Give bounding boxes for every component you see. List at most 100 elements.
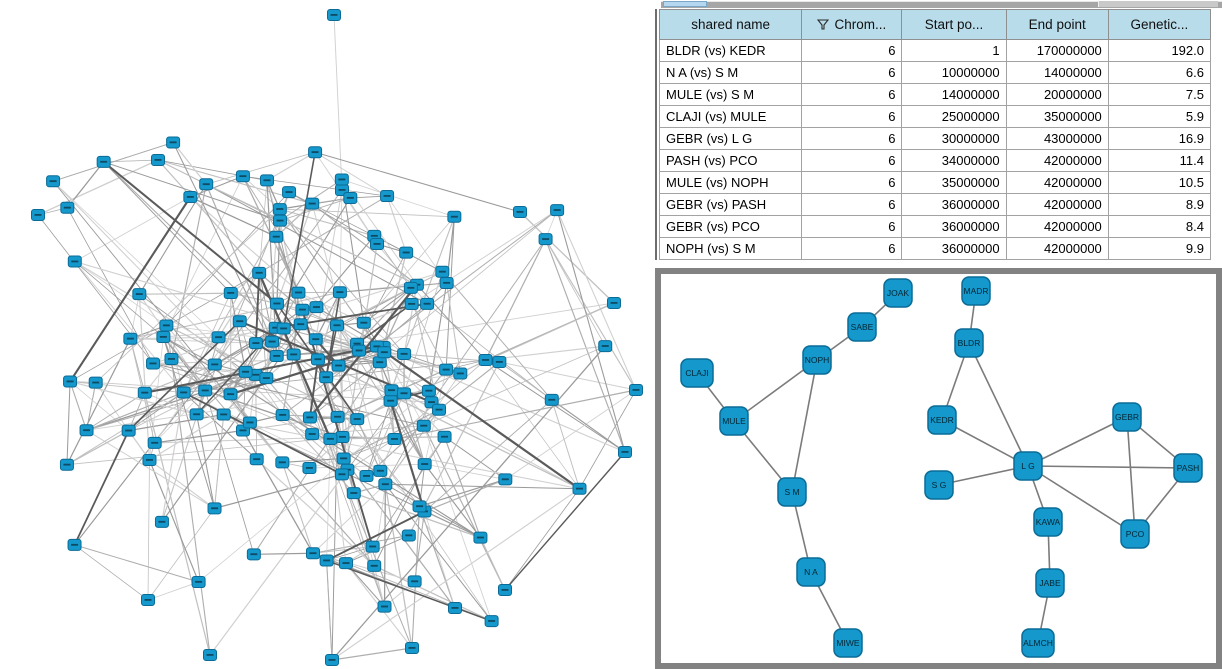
overview-node[interactable] bbox=[325, 654, 339, 666]
overview-node[interactable] bbox=[372, 356, 387, 369]
overview-node[interactable] bbox=[550, 204, 565, 217]
overview-node[interactable] bbox=[370, 238, 385, 251]
overview-node[interactable] bbox=[203, 649, 217, 661]
subnetwork-node-MIWE[interactable]: MIWE bbox=[833, 628, 863, 658]
overview-node[interactable] bbox=[302, 462, 317, 475]
column-header-endpoint[interactable]: End point bbox=[1005, 9, 1109, 40]
overview-node[interactable] bbox=[141, 594, 155, 606]
overview-node[interactable] bbox=[377, 346, 392, 359]
table-row[interactable]: CLAJI (vs) MULE 6 25000000 35000000 5.9 bbox=[658, 105, 1212, 128]
overview-node[interactable] bbox=[88, 376, 103, 389]
overview-node[interactable] bbox=[378, 478, 393, 491]
overview-node[interactable] bbox=[447, 210, 462, 223]
overview-node[interactable] bbox=[629, 384, 643, 396]
overview-node[interactable] bbox=[137, 386, 152, 399]
overview-node[interactable] bbox=[305, 197, 320, 210]
subnetwork-node-KAWA[interactable]: KAWA bbox=[1033, 507, 1063, 537]
overview-node[interactable] bbox=[383, 394, 398, 407]
overview-node[interactable] bbox=[123, 332, 138, 345]
overview-node[interactable] bbox=[352, 344, 367, 357]
subnetwork-node-SG[interactable]: S G bbox=[924, 470, 954, 500]
scrollbar-track[interactable] bbox=[661, 1, 1222, 8]
overview-node[interactable] bbox=[484, 615, 499, 628]
overview-node[interactable] bbox=[384, 384, 399, 397]
overview-node[interactable] bbox=[191, 575, 206, 588]
subnetwork-node-JABE[interactable]: JABE bbox=[1035, 568, 1065, 598]
subnetwork-node-JOAK[interactable]: JOAK bbox=[883, 278, 913, 308]
subnetwork-node-KEDR[interactable]: KEDR bbox=[927, 405, 957, 435]
subnetwork-node-MULE[interactable]: MULE bbox=[719, 406, 749, 436]
horizontal-scrollbar[interactable] bbox=[655, 0, 1222, 8]
overview-node[interactable] bbox=[60, 201, 75, 214]
overview-node[interactable] bbox=[211, 331, 226, 344]
subnetwork-node-SABE[interactable]: SABE bbox=[847, 312, 877, 342]
overview-node[interactable] bbox=[498, 473, 513, 486]
overview-node[interactable] bbox=[121, 424, 136, 437]
overview-node[interactable] bbox=[295, 303, 310, 316]
overview-node[interactable] bbox=[403, 281, 418, 294]
overview-node[interactable] bbox=[275, 456, 290, 469]
overview-node[interactable] bbox=[407, 575, 422, 588]
overview-node[interactable] bbox=[331, 359, 346, 372]
overview-node[interactable] bbox=[223, 388, 238, 401]
overview-node[interactable] bbox=[147, 436, 162, 449]
overview-node[interactable] bbox=[332, 286, 347, 299]
overview-node[interactable] bbox=[492, 356, 507, 369]
overview-node[interactable] bbox=[275, 408, 290, 421]
scrollbar-thumb[interactable] bbox=[1098, 1, 1218, 7]
overview-node[interactable] bbox=[79, 424, 94, 437]
overview-node[interactable] bbox=[401, 529, 416, 542]
main-network-view[interactable] bbox=[0, 0, 655, 669]
overview-node[interactable] bbox=[432, 403, 447, 416]
overview-node[interactable] bbox=[343, 191, 358, 204]
overview-node[interactable] bbox=[572, 482, 587, 495]
overview-node[interactable] bbox=[189, 408, 204, 421]
overview-node[interactable] bbox=[319, 554, 334, 567]
table-row[interactable]: N A (vs) S M 6 10000000 14000000 6.6 bbox=[658, 61, 1212, 84]
subnetwork-node-PCO[interactable]: PCO bbox=[1120, 519, 1150, 549]
overview-node[interactable] bbox=[198, 384, 213, 397]
overview-node[interactable] bbox=[59, 458, 74, 471]
table-row[interactable]: PASH (vs) PCO 6 34000000 42000000 11.4 bbox=[658, 149, 1212, 172]
overview-node[interactable] bbox=[265, 335, 280, 348]
overview-node[interactable] bbox=[96, 155, 111, 168]
overview-node[interactable] bbox=[417, 458, 432, 471]
overview-node[interactable] bbox=[269, 230, 284, 243]
overview-node[interactable] bbox=[282, 186, 297, 199]
overview-node[interactable] bbox=[302, 411, 317, 424]
overview-node[interactable] bbox=[305, 428, 320, 441]
subnetwork-node-PASH[interactable]: PASH bbox=[1173, 453, 1203, 483]
overview-node[interactable] bbox=[435, 265, 450, 278]
overview-node[interactable] bbox=[412, 500, 427, 513]
overview-node[interactable] bbox=[286, 348, 301, 361]
overview-node[interactable] bbox=[416, 419, 431, 432]
overview-node[interactable] bbox=[498, 584, 512, 596]
overview-node[interactable] bbox=[373, 464, 388, 477]
overview-node[interactable] bbox=[223, 286, 238, 299]
overview-node[interactable] bbox=[538, 233, 553, 246]
subnetwork-edge-LG-PASH[interactable] bbox=[1027, 465, 1189, 469]
subnetwork-edge-NOPH-SM[interactable] bbox=[791, 359, 818, 493]
overview-node[interactable] bbox=[63, 375, 78, 388]
subnetwork-view[interactable]: JOAK SABE NOPH CLAJI MULE MADR BLDR KEDR GEBR L G… bbox=[655, 268, 1222, 669]
overview-node[interactable] bbox=[350, 413, 365, 426]
overview-node[interactable] bbox=[365, 540, 380, 553]
overview-node[interactable] bbox=[439, 363, 454, 376]
table-row[interactable]: MULE (vs) S M 6 14000000 20000000 7.5 bbox=[658, 83, 1212, 106]
subnetwork-node-NA[interactable]: N A bbox=[796, 557, 826, 587]
overview-node[interactable] bbox=[259, 372, 274, 385]
overview-node[interactable] bbox=[437, 430, 452, 443]
overview-node[interactable] bbox=[151, 154, 165, 166]
overview-node[interactable] bbox=[330, 319, 345, 332]
overview-node[interactable] bbox=[305, 547, 320, 560]
overview-node[interactable] bbox=[404, 297, 419, 310]
overview-node[interactable] bbox=[453, 367, 468, 380]
subnetwork-node-SM[interactable]: S M bbox=[777, 477, 807, 507]
subnetwork-node-ALMCH[interactable]: ALMCH bbox=[1021, 628, 1055, 658]
overview-node[interactable] bbox=[607, 297, 621, 309]
overview-node[interactable] bbox=[67, 538, 82, 551]
overview-node[interactable] bbox=[356, 316, 371, 329]
overview-node[interactable] bbox=[248, 337, 263, 350]
overview-node[interactable] bbox=[216, 408, 231, 421]
subnetwork-edge-LG-GEBR[interactable] bbox=[1027, 416, 1128, 467]
